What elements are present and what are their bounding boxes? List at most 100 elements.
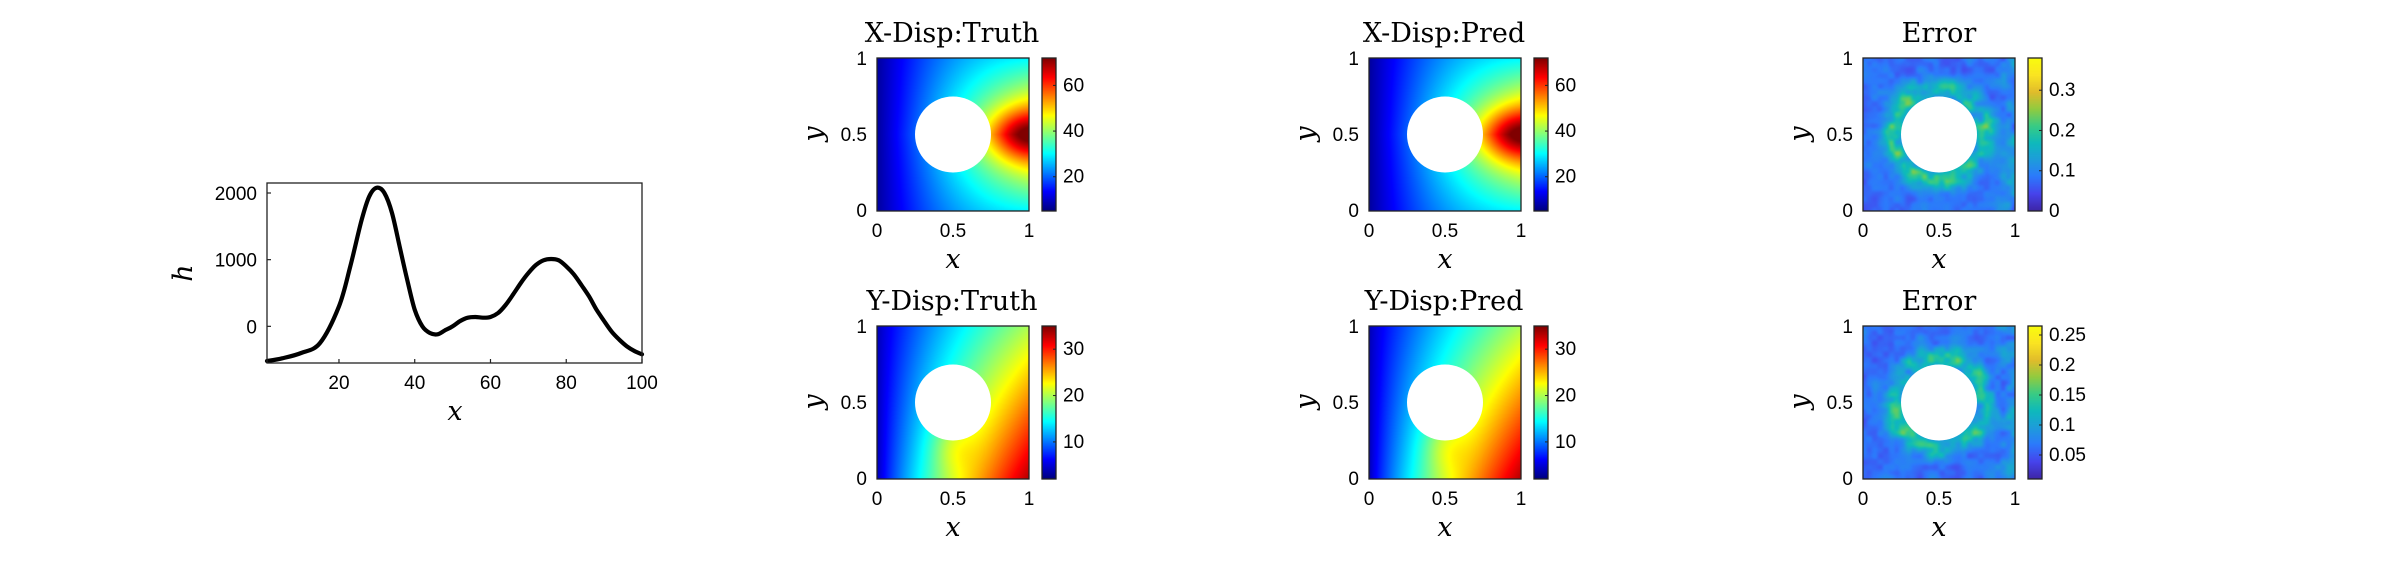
colorbar-ticks: 0.05 0.1 0.15 0.2 0.25	[2039, 325, 2086, 466]
ytick-label: 0	[1348, 469, 1359, 490]
colorbar-frame	[1533, 57, 1549, 212]
xlabel: x	[945, 512, 960, 543]
ytick-label: 0	[1842, 201, 1853, 222]
panel-title: Error	[1902, 286, 1977, 317]
colorbar-tick-label: 30	[1063, 339, 1084, 360]
ytick-label: 0	[1842, 469, 1853, 490]
colorbar-frame	[2027, 57, 2043, 212]
colorbar-ticks: 10 20 30	[1053, 339, 1084, 453]
xtick-label: 0.5	[940, 489, 966, 510]
colorbar-ticks: 20 40 60	[1053, 75, 1084, 188]
colorbar-tick-label: 20	[1555, 167, 1576, 188]
colorbar-gradient	[1534, 326, 1548, 479]
ytick-label: 1	[1348, 49, 1359, 70]
xtick-label: 0.5	[1926, 489, 1952, 510]
colorbar-ticks: 0 0.1 0.2 0.3	[2039, 80, 2075, 222]
profile-ylabel: h	[168, 264, 199, 281]
xlabel: x	[1437, 512, 1452, 543]
panel-y-error: Error 1 0.5 0 0 0.5 1 x y 0.05 0.1 0.15 …	[1784, 286, 2086, 543]
xtick-label: 0.5	[1432, 221, 1458, 242]
ytick-label: 0.5	[1333, 125, 1359, 146]
ytick-label: 2000	[215, 184, 257, 205]
ylabel: y	[798, 126, 829, 143]
colorbar-frame	[1041, 57, 1057, 212]
xtick-label: 1	[2010, 221, 2021, 242]
colorbar-tick-label: 0.05	[2049, 445, 2086, 466]
hole	[1407, 96, 1483, 173]
panel-axes-frame	[1368, 57, 1522, 212]
ylabel: y	[1784, 394, 1815, 411]
ylabel: y	[798, 394, 829, 411]
panel-axes-frame	[876, 325, 1030, 480]
colorbar-tick-label: 20	[1555, 386, 1576, 407]
xtick-label: 80	[556, 373, 577, 394]
panel-title: X-Disp:Truth	[865, 18, 1039, 49]
colorbar-gradient	[2028, 326, 2042, 479]
profile-xlabel: x	[447, 396, 462, 427]
colorbar-ticks: 20 40 60	[1545, 75, 1576, 188]
panel-title: Y-Disp:Pred	[1364, 286, 1524, 317]
colorbar-tick-label: 40	[1063, 121, 1084, 142]
colorbar-tick-label: 30	[1555, 339, 1576, 360]
panel-axes-frame	[876, 57, 1030, 212]
ytick-label: 1	[856, 49, 867, 70]
xtick-label: 0	[1858, 221, 1869, 242]
colorbar-tick-label: 60	[1555, 75, 1576, 96]
ytick-label: 0.5	[1827, 125, 1853, 146]
xlabel: x	[1931, 244, 1946, 275]
hole	[1407, 364, 1483, 441]
colorbar-tick-label: 0.2	[2049, 120, 2075, 141]
xtick-label: 0	[872, 489, 883, 510]
panel-axes-frame	[1368, 325, 1522, 480]
ylabel: y	[1290, 394, 1321, 411]
xtick-label: 60	[480, 373, 501, 394]
ytick-label: 1	[1842, 49, 1853, 70]
colorbar-gradient	[2028, 58, 2042, 211]
xtick-label: 1	[1024, 221, 1035, 242]
xtick-label: 0	[1364, 221, 1375, 242]
xtick-label: 0	[1858, 489, 1869, 510]
xtick-label: 0.5	[1432, 489, 1458, 510]
colorbar-tick-label: 40	[1555, 121, 1576, 142]
xtick-label: 40	[404, 373, 425, 394]
colorbar-tick-label: 0	[2049, 201, 2060, 222]
xlabel: x	[1931, 512, 1946, 543]
colorbar-tick-label: 10	[1063, 432, 1084, 453]
panel-title: Error	[1902, 18, 1977, 49]
panel-y-truth: Y-Disp:Truth 1 0.5 0 0 0.5 1 x y 10 20 3…	[798, 286, 1084, 543]
colorbar-tick-label: 0.25	[2049, 325, 2086, 346]
colorbar-tick-label: 10	[1555, 432, 1576, 453]
colorbar-frame	[1041, 325, 1057, 480]
ytick-label: 0.5	[1827, 393, 1853, 414]
xtick-label: 100	[626, 373, 658, 394]
colorbar-gradient	[1042, 326, 1056, 479]
ytick-label: 0	[246, 317, 257, 338]
xtick-label: 20	[328, 373, 349, 394]
xlabel: x	[1437, 244, 1452, 275]
hole	[1901, 96, 1977, 173]
ytick-label: 0	[1348, 201, 1359, 222]
xlabel: x	[945, 244, 960, 275]
hole	[1901, 364, 1977, 441]
colorbar-gradient	[1534, 58, 1548, 211]
panel-title: X-Disp:Pred	[1363, 18, 1525, 49]
ytick-label: 1	[856, 317, 867, 338]
panel-axes-frame	[1862, 325, 2016, 480]
xtick-label: 0	[1364, 489, 1375, 510]
xtick-label: 1	[2010, 489, 2021, 510]
colorbar-frame	[2027, 325, 2043, 480]
panel-x-pred: X-Disp:Pred 1 0.5 0 0 0.5 1 x y 20 40 60	[1290, 18, 1576, 275]
ytick-label: 0	[856, 201, 867, 222]
xtick-label: 0	[872, 221, 883, 242]
ytick-label: 0.5	[841, 125, 867, 146]
colorbar-tick-label: 0.2	[2049, 355, 2075, 376]
hole	[915, 364, 991, 441]
colorbar-frame	[1533, 325, 1549, 480]
xtick-label: 1	[1024, 489, 1035, 510]
panel-axes-frame	[1862, 57, 2016, 212]
panel-x-error: Error 1 0.5 0 0 0.5 1 x y 0 0.1 0.2 0.3	[1784, 18, 2075, 275]
xtick-label: 1	[1516, 221, 1527, 242]
panel-title: Y-Disp:Truth	[865, 286, 1037, 317]
